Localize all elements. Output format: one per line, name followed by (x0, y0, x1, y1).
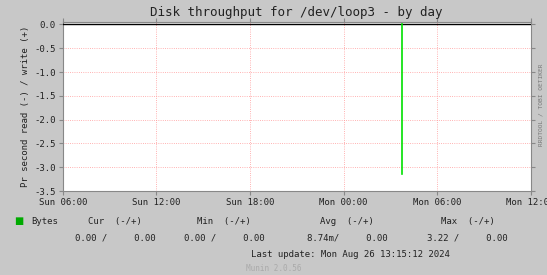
Text: Bytes: Bytes (32, 217, 59, 226)
Text: 8.74m/     0.00: 8.74m/ 0.00 (307, 233, 388, 242)
Text: ■: ■ (14, 216, 23, 226)
Y-axis label: Pr second read (-) / write (+): Pr second read (-) / write (+) (21, 26, 30, 187)
Text: Min  (-/+): Min (-/+) (197, 217, 251, 226)
Text: Avg  (-/+): Avg (-/+) (321, 217, 374, 226)
Text: Munin 2.0.56: Munin 2.0.56 (246, 265, 301, 273)
Text: Max  (-/+): Max (-/+) (441, 217, 494, 226)
Text: Cur  (-/+): Cur (-/+) (88, 217, 142, 226)
Text: 0.00 /     0.00: 0.00 / 0.00 (184, 233, 265, 242)
Text: 3.22 /     0.00: 3.22 / 0.00 (427, 233, 508, 242)
Text: RRDTOOL / TOBI OETIKER: RRDTOOL / TOBI OETIKER (538, 63, 543, 146)
Text: 0.00 /     0.00: 0.00 / 0.00 (74, 233, 155, 242)
Text: Last update: Mon Aug 26 13:15:12 2024: Last update: Mon Aug 26 13:15:12 2024 (251, 250, 450, 259)
Title: Disk throughput for /dev/loop3 - by day: Disk throughput for /dev/loop3 - by day (150, 6, 443, 20)
